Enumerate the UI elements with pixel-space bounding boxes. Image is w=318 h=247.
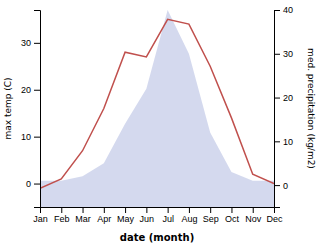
precipitation-area: [40, 10, 274, 207]
y2-tick-mark: [274, 185, 280, 186]
temperature-line: [40, 19, 274, 188]
y-tick-mark: [34, 90, 40, 91]
x-tick: Jan: [33, 207, 48, 224]
y2-tick-label: 30: [283, 49, 293, 59]
y-tick-mark: [34, 184, 40, 185]
x-tick-label: May: [117, 214, 135, 224]
x-tick-mark: [168, 207, 169, 213]
x-tick-mark: [231, 207, 232, 213]
x-tick-label: Jan: [33, 214, 48, 224]
x-tick-label: Apr: [97, 214, 111, 224]
y2-tick: 30: [274, 49, 293, 59]
y2-tick-mark: [274, 141, 280, 142]
y-axis-line: [34, 11, 41, 208]
x-tick-mark: [210, 207, 211, 213]
y-tick-mark: [34, 137, 40, 138]
y2-tick: 40: [274, 5, 293, 15]
x-tick-label: Oct: [225, 214, 240, 224]
x-tick: Feb: [54, 207, 70, 224]
x-axis: Jan Feb Mar Apr May Jun Jul Aug Sep Oct Nov Dec: [33, 207, 283, 224]
plot: Jan Feb Mar Apr May Jun Jul Aug Sep Oct Nov Dec 0 10 2…: [21, 5, 293, 224]
x-tick-mark: [189, 207, 190, 213]
x-tick-mark: [61, 207, 62, 213]
x-axis-line: [41, 208, 275, 214]
y-tick-label: 30: [21, 38, 31, 48]
y2-tick-label: 0: [283, 180, 288, 190]
x-tick-mark: [125, 207, 126, 213]
y2-tick-mark: [274, 10, 280, 11]
y2-tick: 0: [274, 180, 288, 190]
x-tick: Oct: [225, 207, 240, 224]
x-axis-title: date (month): [120, 232, 194, 243]
x-tick-label: Dec: [266, 214, 283, 224]
x-tick-mark: [83, 207, 84, 213]
y2-tick: 10: [274, 137, 293, 147]
y2-axis-line: [275, 11, 281, 208]
y2-tick-mark: [274, 98, 280, 99]
x-tick: May: [117, 207, 135, 224]
y-tick: 10: [21, 132, 40, 142]
x-tick: Jun: [140, 207, 155, 224]
x-tick: Jul: [162, 207, 174, 224]
y-tick: 20: [21, 85, 40, 95]
x-tick-label: Jun: [140, 214, 155, 224]
x-tick: Nov: [245, 207, 262, 224]
x-tick-label: Nov: [245, 214, 262, 224]
y-axis-title: max temp (C): [3, 77, 13, 139]
y-tick-label: 0: [26, 179, 31, 189]
x-tick: Mar: [75, 207, 91, 224]
x-tick: Dec: [266, 207, 283, 224]
y-tick-mark: [34, 43, 40, 44]
x-tick-label: Sep: [203, 214, 219, 224]
y2-tick-label: 40: [283, 5, 293, 15]
y-tick: 30: [21, 38, 40, 48]
x-tick-mark: [146, 207, 147, 213]
x-tick-label: Aug: [181, 214, 197, 224]
y-axis: 0 10 20 30: [21, 11, 41, 208]
x-tick-label: Feb: [54, 214, 70, 224]
y2-tick-label: 20: [283, 93, 293, 103]
x-tick-label: Mar: [75, 214, 91, 224]
x-tick-mark: [104, 207, 105, 213]
y-tick-label: 10: [21, 132, 31, 142]
y2-tick-label: 10: [283, 137, 293, 147]
y-tick: 0: [26, 179, 40, 189]
y2-tick: 20: [274, 93, 293, 103]
y-tick-label: 20: [21, 85, 31, 95]
y2-axis-title: med. precipitation (kg/m2): [306, 48, 316, 169]
x-tick: Aug: [181, 207, 197, 224]
y2-axis: 0 10 20 30 40: [274, 5, 293, 207]
y2-tick-mark: [274, 54, 280, 55]
x-tick-label: Jul: [162, 214, 174, 224]
x-tick: Apr: [97, 207, 111, 224]
marks: [40, 10, 274, 207]
x-tick-mark: [253, 207, 254, 213]
chart: Jan Feb Mar Apr May Jun Jul Aug Sep Oct Nov Dec 0 10 2…: [0, 0, 318, 247]
x-tick: Sep: [203, 207, 219, 224]
